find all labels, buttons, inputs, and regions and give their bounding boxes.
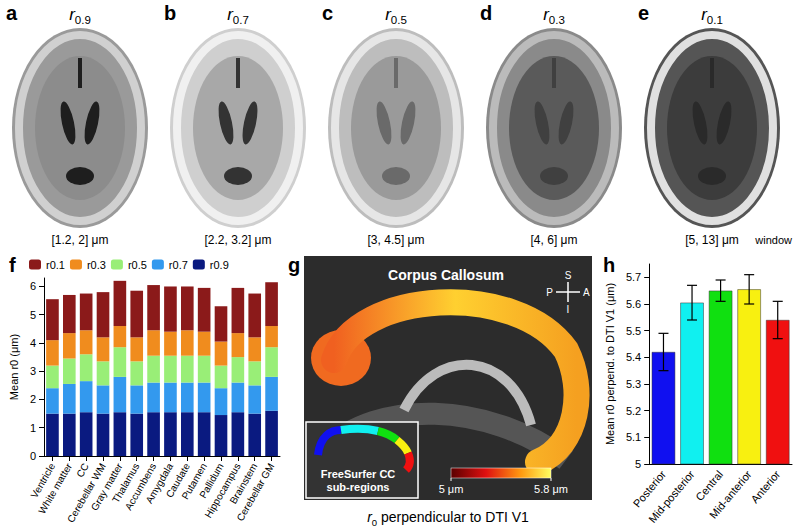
svg-text:I: I [567,304,570,315]
svg-text:r0.5: r0.5 [128,259,147,271]
svg-text:f: f [9,254,16,276]
svg-text:[2.2, 3.2] μm: [2.2, 3.2] μm [205,233,272,247]
svg-text:White matter: White matter [36,461,74,516]
svg-text:Cerebellar WM: Cerebellar WM [65,461,108,525]
svg-text:2: 2 [30,393,36,405]
svg-text:[4, 6] μm: [4, 6] μm [531,233,578,247]
svg-text:Mid-posterior: Mid-posterior [646,468,697,525]
svg-text:Ventricle: Ventricle [28,461,58,500]
svg-text:[1.2, 2] μm: [1.2, 2] μm [52,233,109,247]
svg-text:r0.5: r0.5 [385,5,407,26]
svg-text:Hippocampus: Hippocampus [202,461,243,520]
svg-text:5.5: 5.5 [626,325,641,337]
svg-text:e: e [638,2,649,24]
svg-text:Mid-anterior: Mid-anterior [707,468,754,521]
svg-text:Mean r0 perpend. to DTI V1 (μm: Mean r0 perpend. to DTI V1 (μm) [604,283,616,445]
svg-text:Pallidum: Pallidum [197,461,226,500]
svg-text:5.4: 5.4 [626,351,641,363]
svg-text:5.8 μm: 5.8 μm [534,483,568,495]
svg-text:Putamen: Putamen [179,461,209,502]
svg-text:CC: CC [74,461,91,480]
svg-text:Mean r0 (μm): Mean r0 (μm) [8,334,20,400]
svg-text:r0.7: r0.7 [169,259,188,271]
svg-text:d: d [480,2,492,24]
svg-text:1: 1 [30,422,36,434]
svg-text:r0.9: r0.9 [69,5,91,26]
svg-text:Brainstem: Brainstem [227,461,260,506]
svg-text:5: 5 [635,458,641,470]
svg-text:5 μm: 5 μm [439,483,464,495]
svg-text:Gray matter: Gray matter [88,461,125,513]
svg-text:5.7: 5.7 [626,271,641,283]
svg-text:0: 0 [30,450,36,462]
svg-text:6: 6 [30,280,36,292]
svg-text:5.6: 5.6 [626,298,641,310]
svg-text:r0.3: r0.3 [543,5,565,26]
svg-text:[5, 13] μm: [5, 13] μm [685,233,739,247]
svg-text:Amygdala: Amygdala [143,461,176,506]
svg-text:A: A [583,287,590,298]
svg-text:Posterior: Posterior [630,468,669,510]
svg-text:r0.3: r0.3 [87,259,106,271]
svg-text:h: h [603,254,615,276]
svg-text:b: b [164,2,176,24]
svg-text:r0 perpendicular to DTI V1: r0 perpendicular to DTI V1 [367,509,529,528]
svg-text:Thalamus: Thalamus [110,461,142,505]
svg-text:Corpus Callosum: Corpus Callosum [388,267,504,283]
svg-text:3: 3 [30,365,36,377]
svg-text:Anterior: Anterior [748,468,782,505]
svg-text:5.2: 5.2 [626,405,641,417]
svg-text:r0.7: r0.7 [227,5,249,26]
svg-text:5.3: 5.3 [626,378,641,390]
svg-text:4: 4 [30,337,36,349]
svg-text:sub-regions: sub-regions [327,481,390,493]
svg-text:S: S [565,270,572,281]
svg-text:[3, 4.5] μm: [3, 4.5] μm [368,233,425,247]
svg-text:r0.1: r0.1 [46,259,65,271]
svg-text:g: g [288,254,300,276]
svg-text:c: c [322,2,333,24]
svg-text:Central: Central [693,468,726,503]
svg-text:5: 5 [30,309,36,321]
svg-text:Caudate: Caudate [163,461,193,500]
svg-text:r0.9: r0.9 [210,259,229,271]
svg-text:Cerebellar GM: Cerebellar GM [234,461,276,523]
svg-text:P: P [546,287,553,298]
svg-text:window: window [754,234,792,246]
svg-text:FreeSurfer CC: FreeSurfer CC [321,468,396,480]
svg-text:5.1: 5.1 [626,431,641,443]
svg-text:a: a [6,2,18,24]
svg-text:r0.1: r0.1 [701,5,723,26]
svg-text:Accumbens: Accumbens [122,461,159,512]
